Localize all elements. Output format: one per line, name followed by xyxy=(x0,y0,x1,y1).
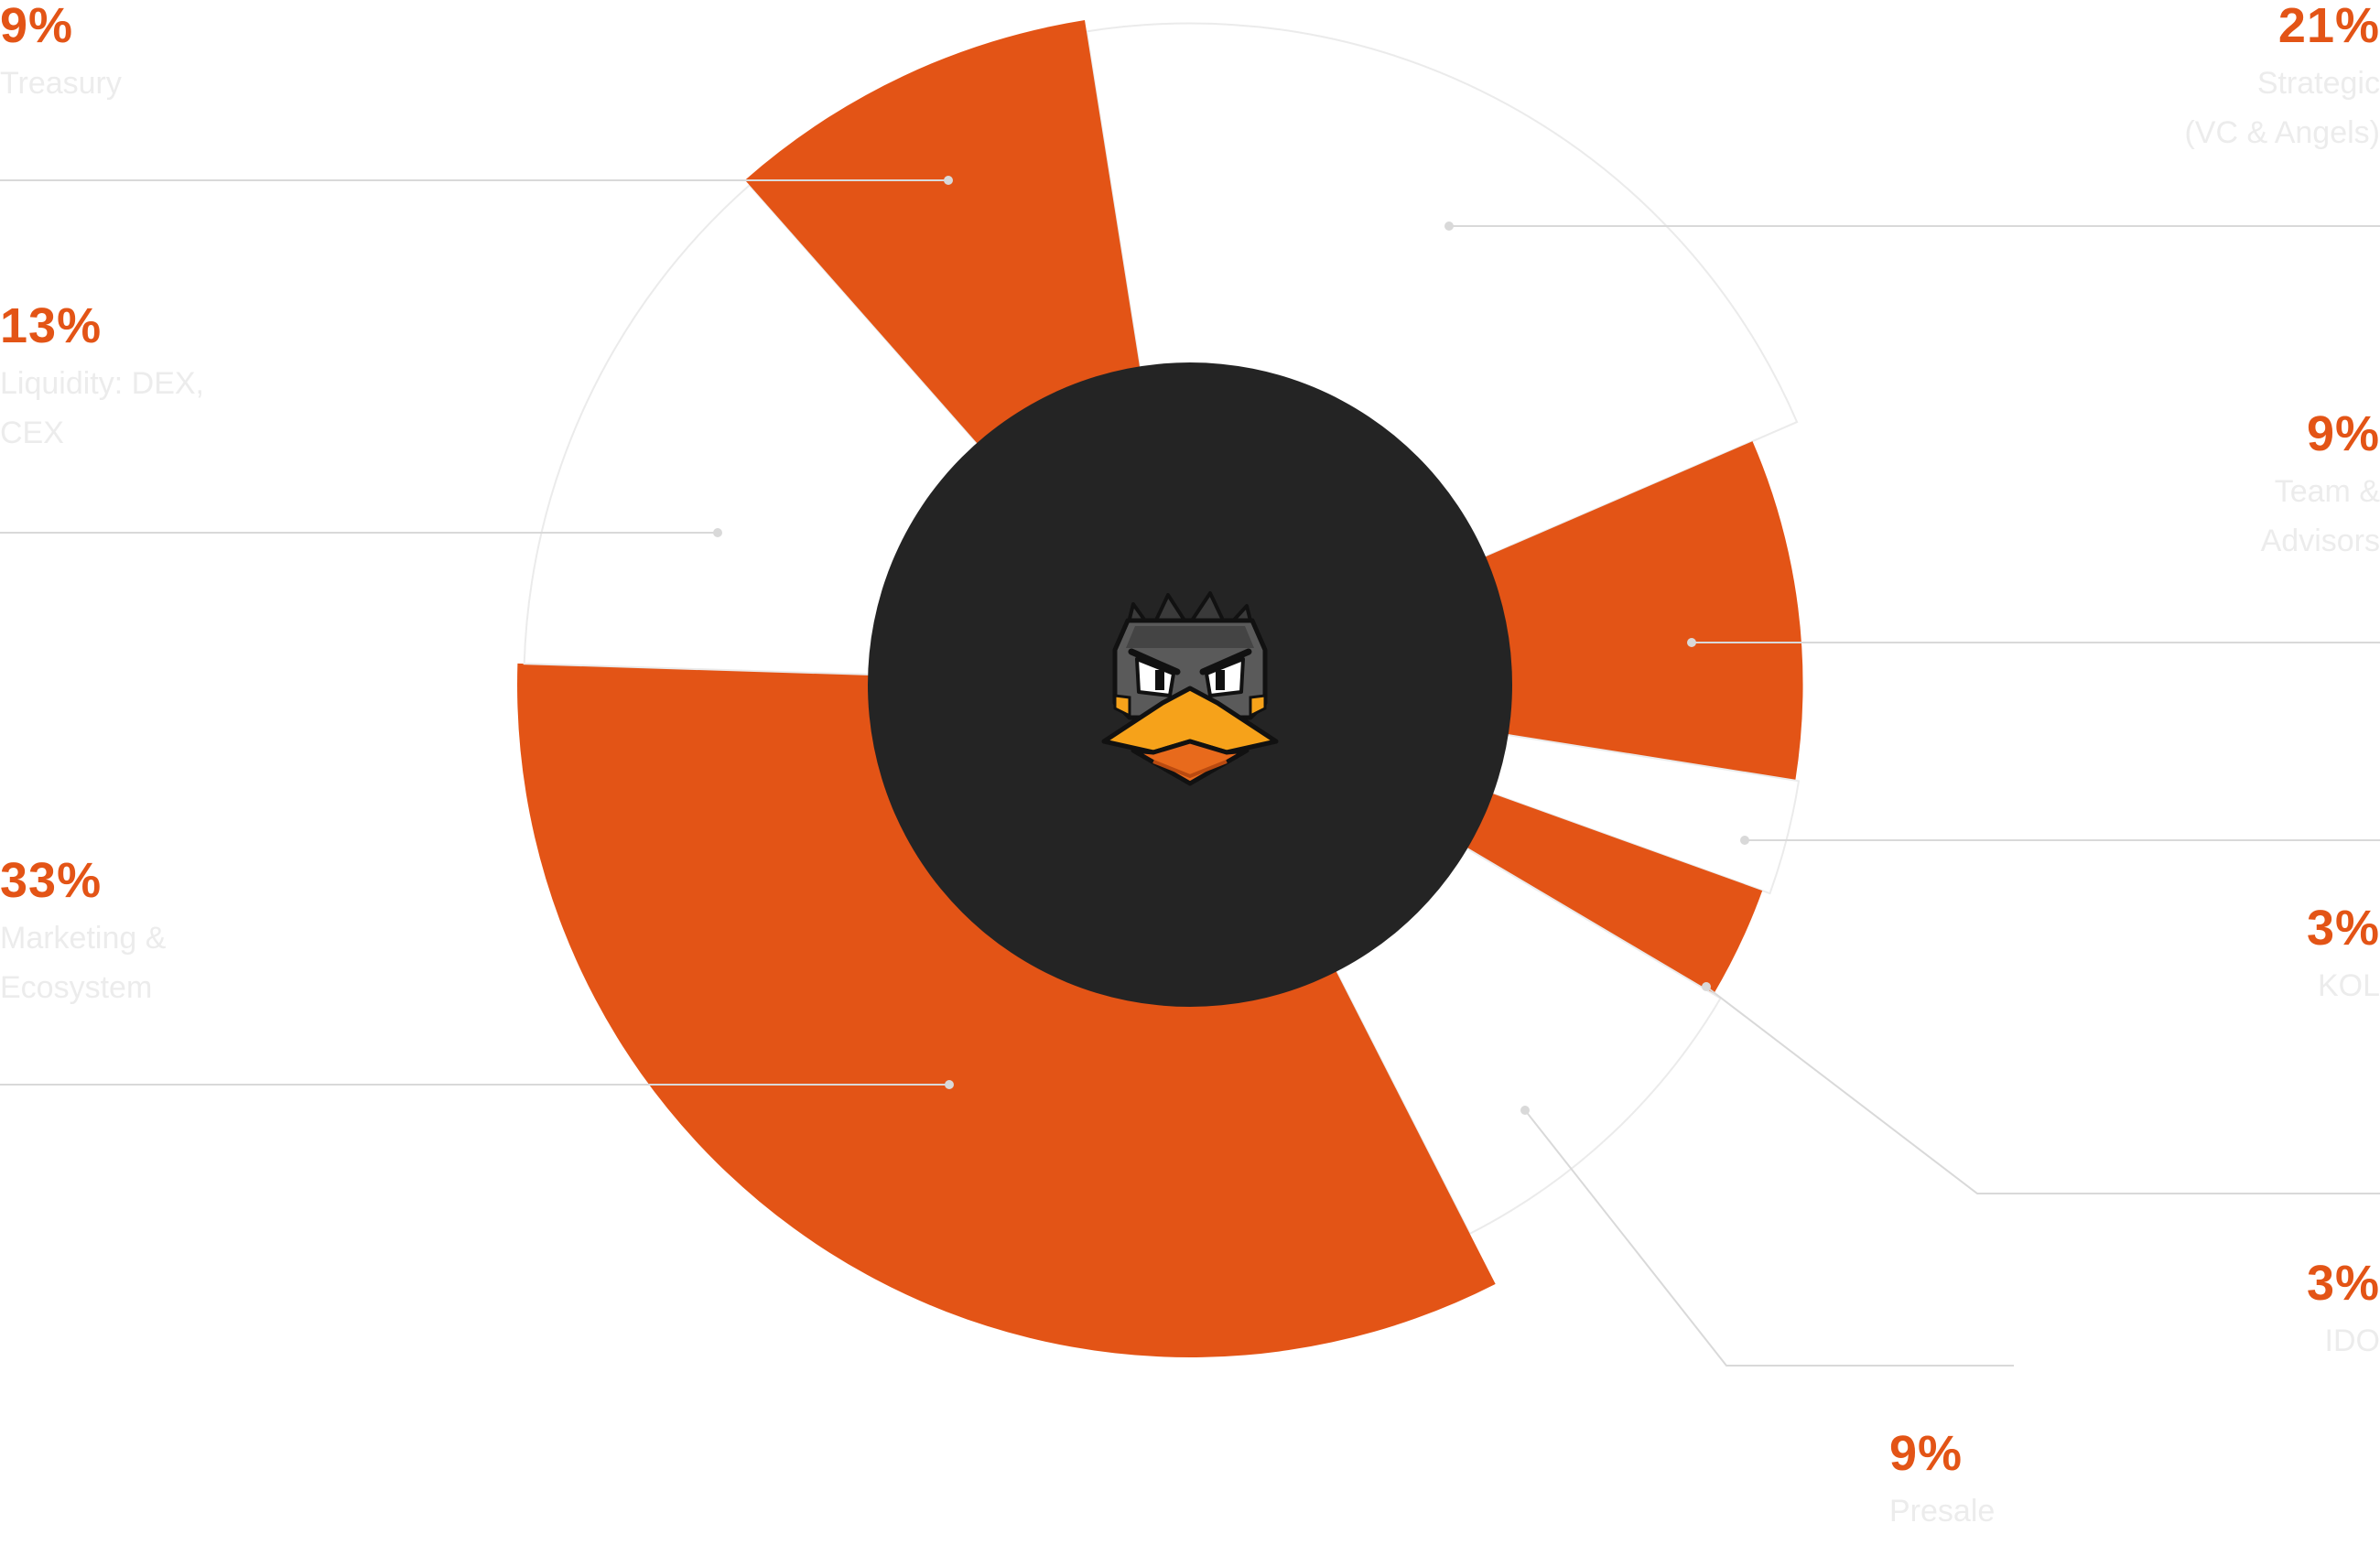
leader-dot xyxy=(1702,982,1711,991)
callout-team: 9% Team & Advisors xyxy=(2261,406,2380,566)
percent-label: 9% xyxy=(1889,1426,1964,1481)
leader-line xyxy=(1524,1109,2014,1367)
duck-mascot-icon xyxy=(1101,591,1279,786)
callout-strategic: 21% Strategic (VC & Angels) xyxy=(2184,0,2380,157)
category-label: Marketing & Ecosystem xyxy=(0,921,167,1005)
category-label: Liquidity: DEX, CEX xyxy=(0,366,204,450)
percent-label: 9% xyxy=(0,0,74,53)
percent-label: 13% xyxy=(0,298,103,353)
percent-label: 21% xyxy=(2277,0,2380,53)
callout-presale: 9% Presale xyxy=(1889,1426,1995,1536)
leader-dot xyxy=(1444,221,1454,231)
category-label: Treasury xyxy=(0,66,122,101)
category-label: KOL xyxy=(2317,968,2380,1003)
callout-liquidity: 13% Liquidity: DEX, CEX xyxy=(0,298,204,458)
leader-line xyxy=(1705,986,2380,1194)
callout-kol: 3% KOL xyxy=(2307,901,2380,1010)
category-label: Presale xyxy=(1889,1494,1996,1529)
category-label: IDO xyxy=(2324,1324,2380,1358)
leader-dot xyxy=(1520,1106,1530,1115)
leader-dot xyxy=(713,528,722,537)
percent-label: 3% xyxy=(2306,1256,2380,1311)
callout-marketing: 33% Marketing & Ecosystem xyxy=(0,853,166,1012)
category-label: Strategic (VC & Angels) xyxy=(2184,66,2380,150)
leader-dot xyxy=(1687,638,1696,647)
leader-dot xyxy=(1740,836,1749,845)
callout-ido: 3% IDO xyxy=(2307,1256,2380,1366)
leader-dot xyxy=(944,176,953,185)
callout-treasury: 9% Treasury xyxy=(0,0,122,108)
percent-label: 33% xyxy=(0,853,103,908)
percent-label: 9% xyxy=(2306,406,2380,461)
leader-dot xyxy=(945,1080,954,1089)
leader-lines xyxy=(0,176,2380,1367)
category-label: Team & Advisors xyxy=(2260,474,2380,558)
percent-label: 3% xyxy=(2306,901,2380,956)
